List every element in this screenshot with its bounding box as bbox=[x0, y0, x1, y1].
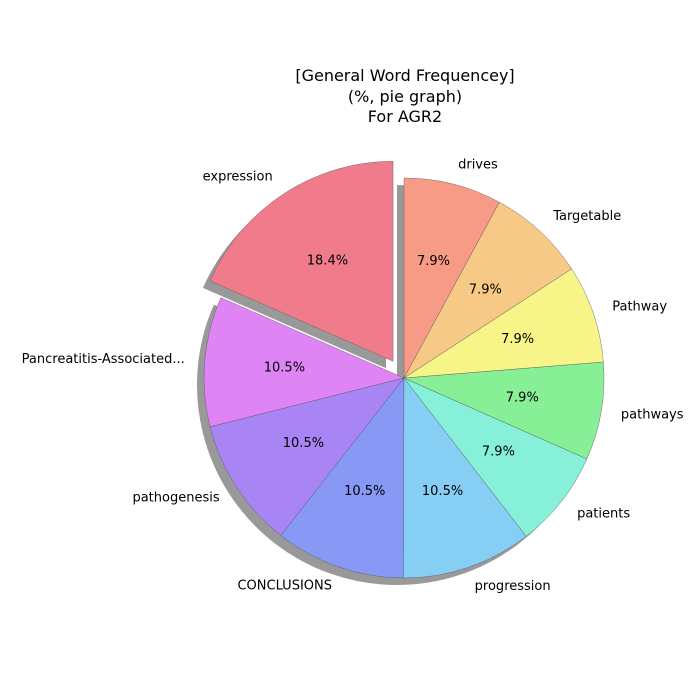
slice-percent-pathways-6: 7.9% bbox=[506, 391, 539, 406]
slice-label-drives-9: drives bbox=[458, 157, 498, 172]
slice-progression-4 bbox=[403, 377, 527, 579]
slice-pathways-6 bbox=[403, 361, 605, 460]
slice-label-expression-0: expression bbox=[203, 170, 273, 185]
slice-pathogenesis-2 bbox=[209, 377, 405, 536]
slice-label-progression-4: progression bbox=[475, 579, 551, 594]
chart-title-line-2: (%, pie graph) bbox=[348, 87, 462, 106]
slice-label-pancreatitis-associated-1: Pancreatitis-Associated... bbox=[22, 352, 185, 367]
slice-conclusions-3 bbox=[280, 377, 405, 579]
pie-slices bbox=[203, 161, 605, 579]
slice-label-pathways-6: pathways bbox=[621, 407, 684, 422]
chart-title-line-1: [General Word Frequencey] bbox=[295, 66, 514, 85]
chart-title: [General Word Frequencey] (%, pie graph)… bbox=[295, 66, 514, 126]
slice-expression-0 bbox=[209, 161, 394, 362]
slice-label-targetable-8: Targetable bbox=[552, 209, 621, 224]
slice-label-patients-5: patients bbox=[577, 506, 630, 521]
slice-percent-pathway-7: 7.9% bbox=[501, 332, 534, 347]
slice-drives-9 bbox=[403, 177, 500, 379]
slice-label-pathogenesis-2: pathogenesis bbox=[132, 491, 219, 506]
slice-pathway-7 bbox=[403, 268, 604, 379]
slice-label-pathway-7: Pathway bbox=[612, 299, 667, 314]
slice-labels: expression 18.4% Pancreatitis-Associated..… bbox=[22, 157, 684, 594]
slice-percent-patients-5: 7.9% bbox=[482, 445, 515, 460]
slice-percent-expression-0: 18.4% bbox=[307, 253, 348, 268]
slice-percent-pathogenesis-2: 10.5% bbox=[283, 436, 324, 451]
slice-percent-pancreatitis-associated-1: 10.5% bbox=[264, 361, 305, 376]
slice-percent-targetable-8: 7.9% bbox=[469, 282, 502, 297]
slice-label-conclusions-3: CONCLUSIONS bbox=[237, 578, 332, 593]
slice-targetable-8 bbox=[403, 201, 572, 379]
slice-percent-progression-4: 10.5% bbox=[422, 484, 463, 499]
slice-percent-conclusions-3: 10.5% bbox=[344, 484, 385, 499]
slice-patients-5 bbox=[403, 377, 588, 537]
slice-percent-drives-9: 7.9% bbox=[417, 254, 450, 269]
chart-title-line-3: For AGR2 bbox=[368, 107, 442, 126]
slice-pancreatitis-associated-1 bbox=[203, 297, 405, 428]
